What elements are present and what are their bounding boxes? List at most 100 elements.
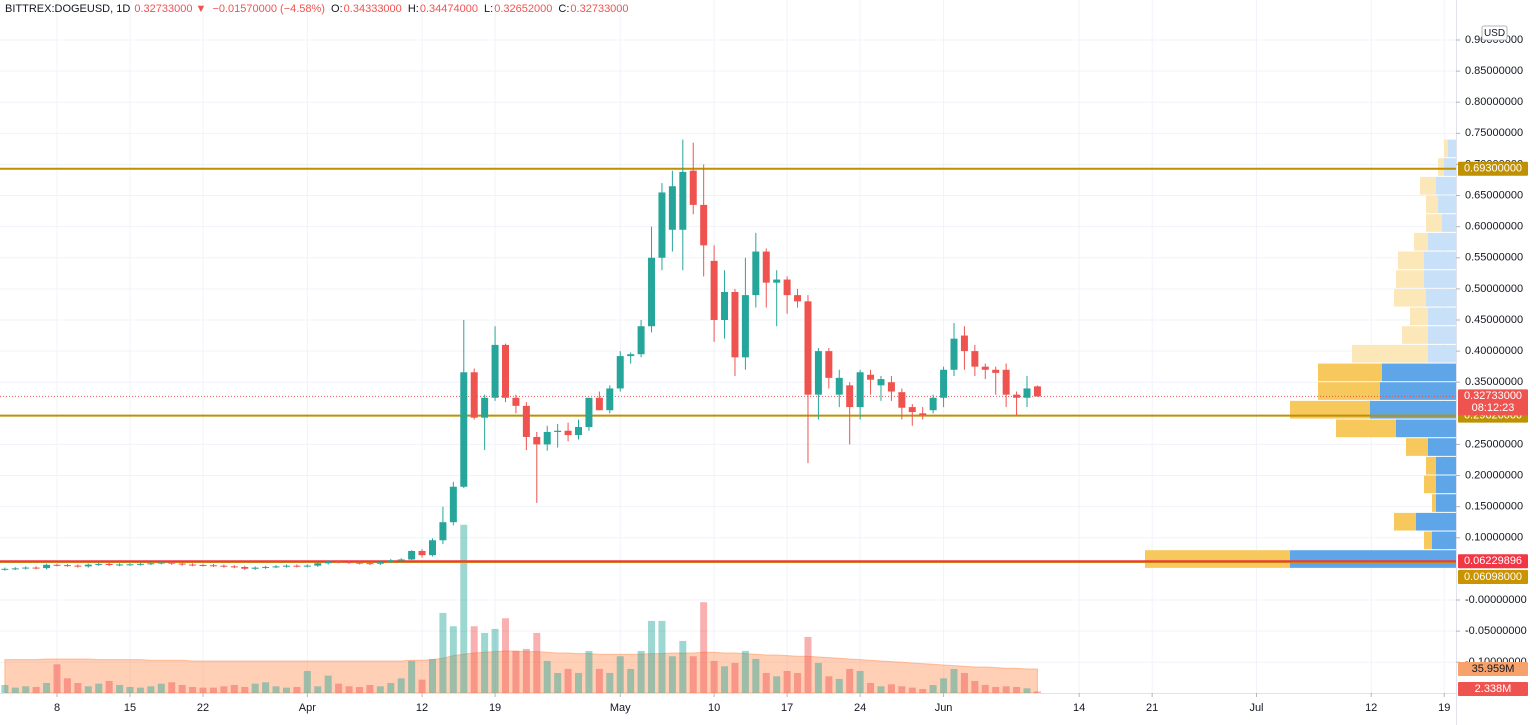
profile-down bbox=[1438, 158, 1444, 176]
volume-bar bbox=[846, 668, 854, 693]
candle-body bbox=[971, 351, 979, 367]
volume-bar bbox=[679, 640, 687, 693]
volume-bar bbox=[752, 658, 760, 693]
candle-body bbox=[251, 567, 259, 569]
profile-up bbox=[1424, 251, 1456, 270]
candle-body bbox=[95, 563, 103, 565]
candle-body bbox=[616, 356, 624, 389]
price-line-label-bg bbox=[1458, 161, 1528, 176]
volume-bar bbox=[366, 684, 374, 693]
arrow: ▼ bbox=[195, 3, 207, 15]
volume-bar bbox=[929, 684, 937, 693]
candle-body bbox=[867, 374, 875, 380]
volume-bar bbox=[272, 686, 280, 693]
candle-body bbox=[470, 372, 478, 418]
candle-body bbox=[481, 397, 489, 418]
profile-up bbox=[1290, 550, 1456, 568]
volume-bar bbox=[741, 650, 749, 693]
candle-body bbox=[668, 186, 676, 230]
y-tick-label: 0.85000000 bbox=[1465, 65, 1523, 77]
candle-body bbox=[428, 540, 436, 556]
x-tick-label: 15 bbox=[124, 702, 136, 714]
symbol[interactable]: BITTREX:DOGEUSD, 1D bbox=[5, 3, 131, 15]
volume-bar bbox=[731, 662, 739, 693]
profile-down bbox=[1402, 326, 1428, 344]
candle-body bbox=[1002, 369, 1010, 395]
volume-bar bbox=[1023, 688, 1031, 693]
candle-body bbox=[241, 567, 249, 569]
volume-bar bbox=[84, 686, 92, 693]
volume-bar bbox=[147, 686, 155, 693]
profile-down bbox=[1318, 363, 1382, 382]
candle-body bbox=[303, 565, 311, 567]
y-tick-label: 0.80000000 bbox=[1465, 96, 1523, 108]
price-axis-bg bbox=[1456, 0, 1536, 725]
volume-bar bbox=[116, 684, 124, 693]
candle-body bbox=[501, 344, 509, 398]
volume-bar bbox=[773, 676, 781, 693]
candle-body bbox=[981, 366, 989, 370]
candle-body bbox=[53, 564, 61, 566]
volume-bar bbox=[345, 686, 353, 693]
volume-label-bg bbox=[1458, 682, 1528, 696]
x-tick-label: 14 bbox=[1073, 702, 1085, 714]
profile-down bbox=[1290, 400, 1370, 419]
x-tick-label: Jun bbox=[935, 702, 953, 714]
last-price-label-bg bbox=[1458, 389, 1528, 416]
volume-bar bbox=[585, 650, 593, 693]
volume-bar bbox=[32, 686, 40, 693]
last: 0.32733000 bbox=[134, 3, 193, 15]
candle-body bbox=[960, 335, 968, 352]
candle-body bbox=[731, 291, 739, 358]
volume-bar bbox=[209, 687, 217, 693]
x-tick-label: 12 bbox=[1365, 702, 1377, 714]
volume-bar bbox=[595, 668, 603, 693]
candle-body bbox=[324, 561, 332, 564]
profile-up bbox=[1436, 176, 1456, 195]
candle-body bbox=[679, 171, 687, 230]
legend-header: BITTREX:DOGEUSD, 1D 0.32733000 ▼ −0.01570… bbox=[5, 1, 632, 17]
y-tick-label: 0.60000000 bbox=[1465, 221, 1523, 233]
volume-bar bbox=[136, 687, 144, 693]
volume-bar bbox=[867, 682, 875, 693]
profile-up bbox=[1426, 288, 1456, 307]
profile-down bbox=[1432, 494, 1436, 512]
candle-body bbox=[63, 565, 71, 567]
candle-body bbox=[898, 392, 906, 408]
volume-bar bbox=[564, 668, 572, 693]
candle-body bbox=[814, 351, 822, 395]
candle-body bbox=[648, 257, 656, 327]
volume-bar bbox=[335, 683, 343, 693]
volume-bar bbox=[710, 660, 718, 693]
candle-body bbox=[460, 372, 468, 487]
candle-body bbox=[689, 170, 697, 205]
candle-body bbox=[637, 326, 645, 355]
candle-body bbox=[919, 413, 927, 416]
volume-bar bbox=[418, 679, 426, 693]
profile-up bbox=[1438, 195, 1456, 214]
currency-box bbox=[1481, 25, 1508, 41]
profile-down bbox=[1406, 438, 1428, 456]
profile-down bbox=[1424, 531, 1432, 550]
candle-body bbox=[533, 436, 541, 445]
y-tick-label: 0.65000000 bbox=[1465, 189, 1523, 201]
profile-down bbox=[1420, 176, 1436, 195]
candle-body bbox=[147, 563, 155, 565]
candle-body bbox=[1013, 394, 1021, 398]
candle-body bbox=[32, 567, 40, 569]
volume-label: 2.338M bbox=[1475, 683, 1512, 695]
volume-bar bbox=[658, 620, 666, 693]
candle-body bbox=[700, 204, 708, 246]
x-tick-label: 22 bbox=[197, 702, 209, 714]
profile-up bbox=[1424, 270, 1456, 288]
candle-body bbox=[491, 344, 499, 398]
candle-body bbox=[84, 564, 92, 567]
candle-body bbox=[272, 566, 280, 568]
y-tick-label: -0.00000000 bbox=[1465, 594, 1527, 606]
profile-up bbox=[1436, 456, 1456, 475]
profile-down bbox=[1394, 288, 1426, 307]
profile-up bbox=[1436, 475, 1456, 494]
currency: USD bbox=[1484, 28, 1505, 39]
volume-bar bbox=[919, 688, 927, 693]
